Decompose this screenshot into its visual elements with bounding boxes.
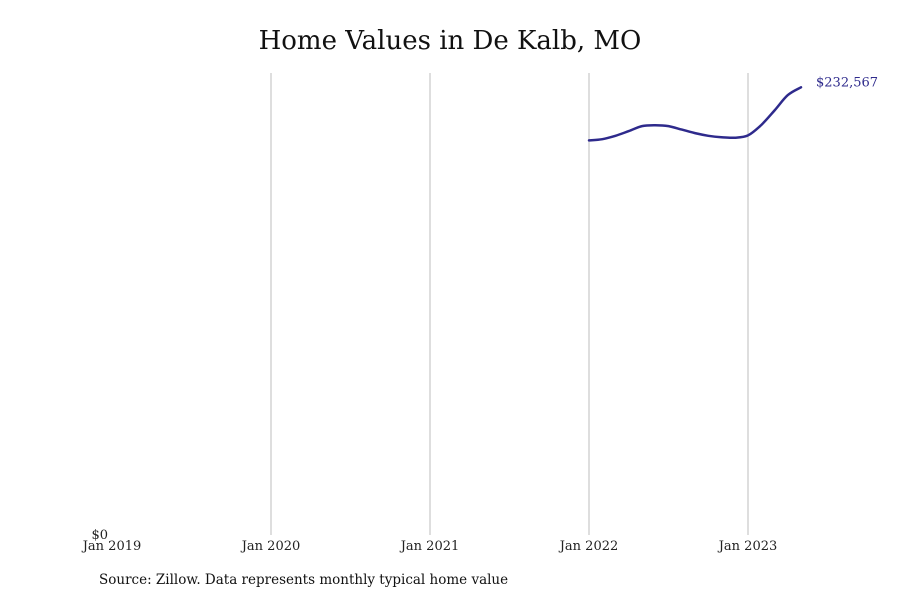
x-tick-label: Jan 2021	[399, 539, 460, 554]
source-note: Source: Zillow. Data represents monthly …	[99, 572, 509, 588]
x-tick-label: Jan 2020	[240, 539, 301, 554]
series-layer	[587, 86, 803, 142]
x-tick-label: Jan 2019	[81, 539, 142, 554]
y-tick-label: $0	[91, 528, 108, 543]
chart-title: Home Values in De Kalb, MO	[258, 26, 642, 56]
x-tick-label: Jan 2023	[717, 539, 778, 554]
series-line-0	[587, 86, 803, 142]
gridlines	[270, 73, 749, 535]
y-axis-ticks: $0	[91, 528, 108, 543]
x-axis-ticks: Jan 2019 Jan 2020 Jan 2021 Jan 2022 Jan 2023	[81, 539, 778, 554]
end-value-label: $232,567	[816, 75, 878, 90]
x-tick-label: Jan 2022	[558, 539, 619, 554]
